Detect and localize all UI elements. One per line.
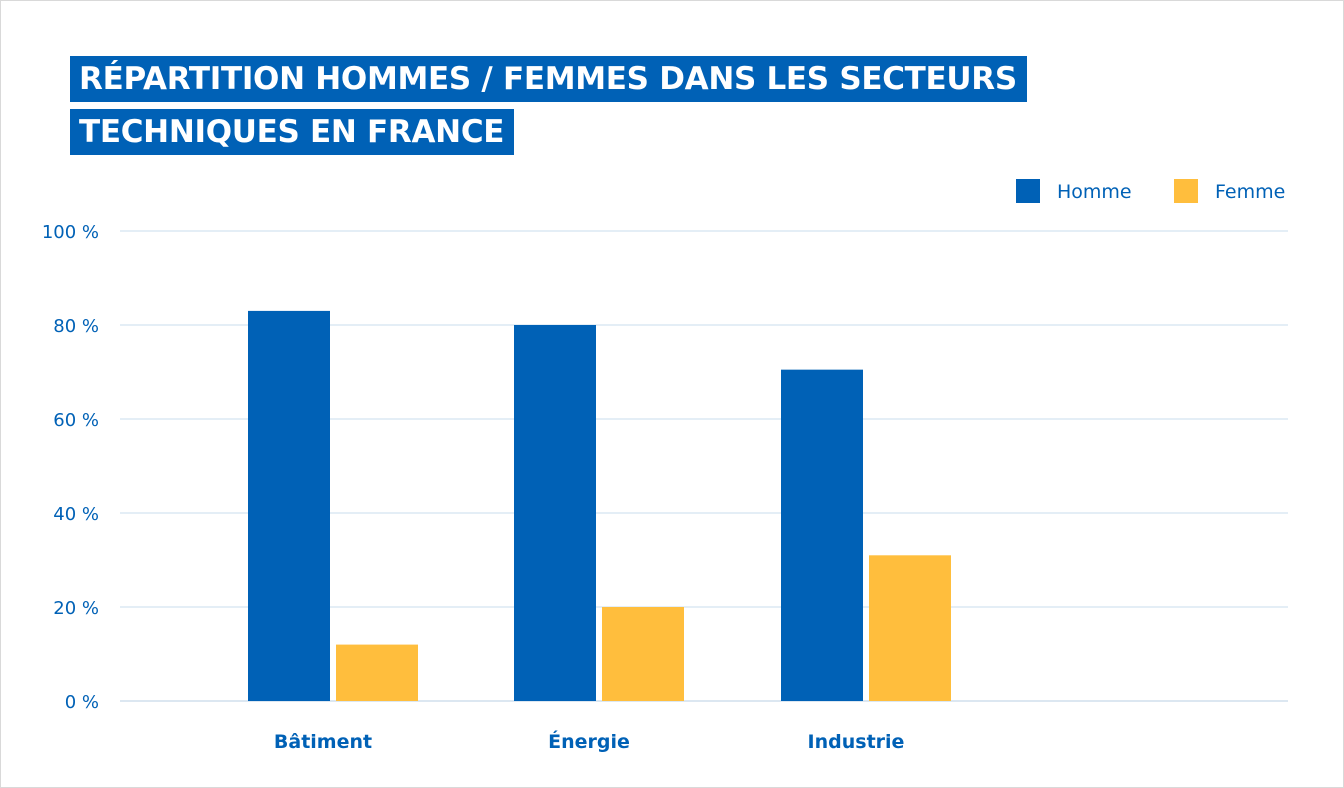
- x-tick-label: Industrie: [808, 731, 905, 753]
- y-tick-label: 100 %: [42, 222, 99, 243]
- legend-label-homme: Homme: [1057, 181, 1132, 203]
- legend-label-femme: Femme: [1215, 181, 1285, 203]
- y-tick-label: 40 %: [53, 504, 99, 525]
- legend-swatch-femme: [1174, 179, 1198, 203]
- x-tick-label: Bâtiment: [274, 731, 372, 753]
- y-tick-label: 20 %: [53, 598, 99, 619]
- chart-title-line-1: RÉPARTITION HOMMES / FEMMES DANS LES SEC…: [70, 56, 1027, 102]
- y-tick-label: 80 %: [53, 316, 99, 337]
- y-tick-label: 60 %: [53, 410, 99, 431]
- bar-homme-1: [514, 325, 596, 701]
- y-tick-label: 0 %: [65, 692, 99, 713]
- legend-swatch-homme: [1016, 179, 1040, 203]
- bar-femme-0: [336, 644, 418, 701]
- bar-homme-2: [781, 369, 863, 701]
- chart-title: RÉPARTITION HOMMES / FEMMES DANS LES SEC…: [70, 56, 1027, 155]
- chart-title-line-2: TECHNIQUES EN FRANCE: [70, 109, 515, 155]
- bar-homme-0: [248, 310, 330, 701]
- x-tick-label: Énergie: [548, 730, 630, 753]
- bar-femme-2: [869, 555, 951, 701]
- bar-femme-1: [602, 607, 684, 701]
